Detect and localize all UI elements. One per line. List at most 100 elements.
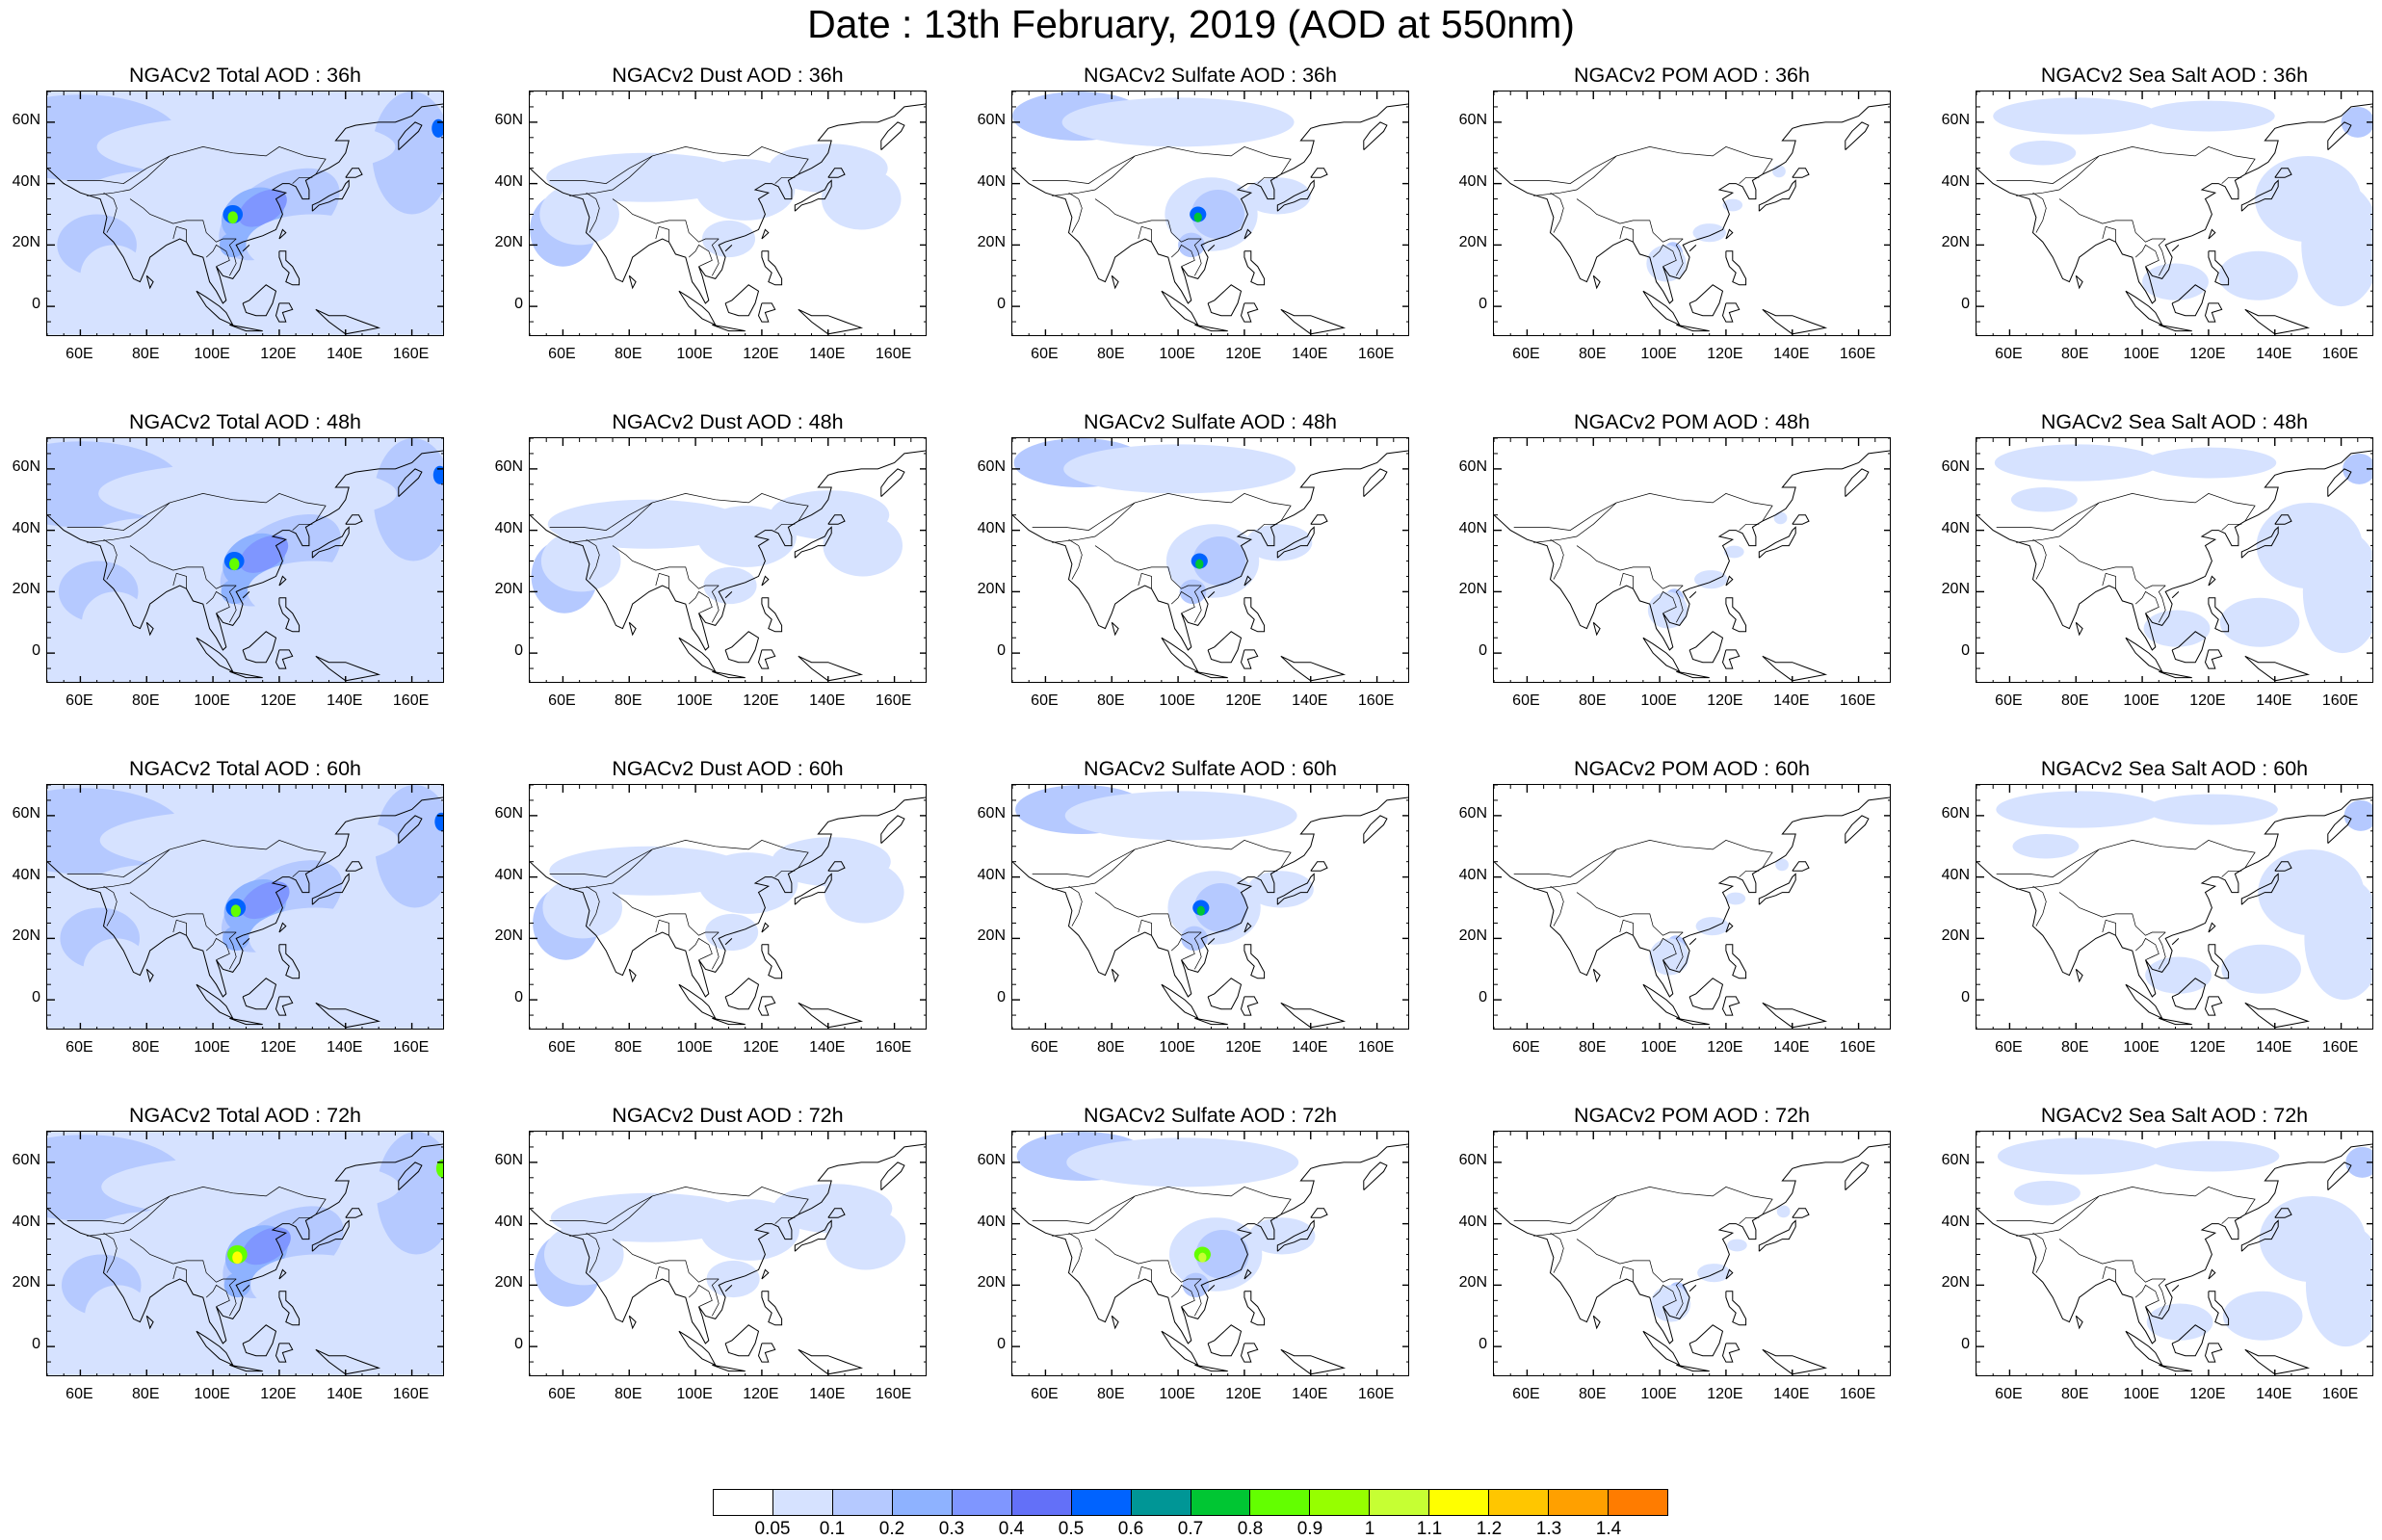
coastline (1758, 179, 1796, 212)
country-border (2058, 198, 2166, 243)
aod-contour (2143, 447, 2277, 479)
lon-label: 60E (1995, 1039, 2023, 1056)
country-border (1652, 1284, 1677, 1308)
lon-label: 120E (1225, 1039, 1262, 1056)
coastline (242, 1285, 250, 1292)
coastline (757, 649, 776, 669)
coastline (1688, 245, 1697, 252)
lon-label: 160E (1839, 1039, 1876, 1056)
country-border (66, 155, 170, 184)
coastline (880, 121, 905, 150)
lon-label: 100E (1640, 1386, 1677, 1402)
lon-label: 120E (260, 346, 297, 362)
coastline (275, 1343, 294, 1363)
lon-label: 80E (615, 346, 642, 362)
country-border (1032, 1195, 1136, 1224)
country-border (1550, 1232, 1564, 1273)
coastline (398, 815, 423, 844)
coastline (2204, 1343, 2223, 1363)
coastline (761, 1291, 783, 1326)
coastline (2327, 815, 2352, 844)
lon-label: 80E (2061, 346, 2089, 362)
lat-label: 40N (494, 172, 523, 190)
coastline (712, 1364, 746, 1372)
aod-contour (1061, 97, 1295, 147)
lat-label: 0 (514, 642, 523, 660)
lat-label: 0 (1479, 1336, 1487, 1353)
aod-field-map (530, 438, 926, 682)
aod-field-map (1976, 438, 2372, 682)
coastline (2208, 250, 2230, 286)
country-border (2134, 937, 2160, 961)
coastline (1758, 1219, 1796, 1252)
lat-label: 60N (494, 804, 523, 822)
lat-label: 60N (1941, 804, 1970, 822)
map-panel: NGACv2 POM AOD : 60h 60N 40N 20N 0 60E 80E 100E… (1445, 757, 1900, 1070)
panel-title: NGACv2 Sea Salt AOD : 48h (2040, 410, 2309, 433)
country-border (1193, 1278, 1202, 1317)
country-border (66, 502, 170, 531)
lon-label: 120E (260, 1386, 297, 1402)
coastline (530, 1143, 926, 1344)
aod-contour (1063, 444, 1296, 494)
coastline (2125, 983, 2163, 1020)
lon-label: 100E (2123, 1386, 2160, 1402)
country-border (205, 1284, 230, 1308)
country-border (1739, 870, 1760, 877)
panel-title: NGACv2 POM AOD : 60h (1574, 757, 1810, 780)
country-border (1739, 523, 1760, 531)
lon-label: 60E (548, 692, 576, 709)
coastline (1792, 168, 1810, 178)
lat-label: 60N (12, 804, 40, 822)
country-border (586, 885, 600, 927)
coastline (311, 1219, 350, 1252)
lat-label: 0 (997, 989, 1006, 1006)
country-border (1170, 244, 1195, 268)
lat-label: 20N (1941, 581, 1970, 598)
lon-label: 120E (260, 692, 297, 709)
aod-contour (249, 907, 382, 970)
coastline (1688, 591, 1697, 599)
aod-contour (238, 189, 287, 227)
country-border (1550, 192, 1564, 233)
country-border (2032, 192, 2047, 233)
coastline (1243, 575, 1252, 587)
country-border (205, 244, 230, 268)
coastline (278, 944, 301, 979)
coastline (1688, 938, 1697, 946)
country-border (612, 892, 720, 936)
lat-label: 40N (494, 1213, 523, 1230)
country-border (688, 590, 713, 614)
coastline (880, 815, 905, 844)
lon-label: 120E (2189, 692, 2226, 709)
aod-contour (2218, 250, 2298, 300)
country-border (655, 919, 669, 936)
coastline (145, 621, 154, 637)
colorbar-box (1131, 1490, 1191, 1515)
coastline (1688, 978, 1724, 1010)
map-frame (1011, 91, 1409, 336)
country-border (2016, 493, 2256, 543)
country-border (1652, 590, 1677, 614)
lon-label: 140E (1292, 692, 1328, 709)
lat-label: 0 (514, 1336, 523, 1353)
map-frame (46, 784, 444, 1030)
colorbar-label: 1.1 (1416, 1519, 1443, 1539)
coastline (1240, 996, 1259, 1016)
panel-title: NGACv2 POM AOD : 48h (1574, 410, 1810, 433)
coastline (827, 861, 846, 872)
coastline (1207, 1324, 1243, 1357)
aod-contour (2301, 183, 2372, 307)
map-panel: NGACv2 Sea Salt AOD : 36h 60N 40N 20N 0 60E 80… (1927, 64, 2382, 377)
colorbar-box (1370, 1490, 1430, 1515)
coastline (1845, 121, 1870, 150)
colorbar-label: 1.3 (1535, 1519, 1562, 1539)
country-border (129, 545, 237, 589)
colorbar-box (832, 1490, 893, 1515)
aod-contour (432, 465, 443, 484)
country-border (2158, 931, 2166, 970)
map-panel: NGACv2 Sea Salt AOD : 60h 60N 40N 20N 0 60E 80… (1927, 757, 2382, 1070)
country-border (2016, 840, 2256, 890)
map-frame (1493, 1131, 1891, 1376)
panel-title: NGACv2 Total AOD : 72h (129, 1104, 361, 1127)
